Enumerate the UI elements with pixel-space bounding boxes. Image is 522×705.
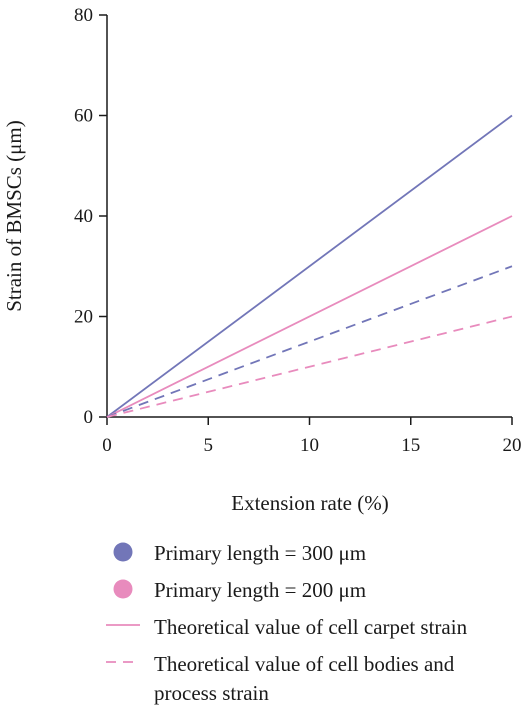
series-line-300-dashed — [106, 265, 513, 418]
x-tick-label: 5 — [204, 435, 214, 456]
x-tick-label: 10 — [300, 435, 319, 456]
series-line-200-dashed — [106, 315, 513, 418]
legend-label: Primary length = 300 μm — [154, 541, 366, 565]
x-tick-label: 15 — [401, 435, 420, 456]
axes: 0 20 40 60 80 0 5 10 15 20 — [74, 5, 522, 456]
series-line-200-solid — [106, 215, 513, 418]
series-line-300-solid — [106, 114, 513, 418]
legend-marker-circle — [113, 542, 133, 562]
y-tick-label: 60 — [74, 106, 93, 127]
x-tick-label: 20 — [503, 435, 522, 456]
legend-item: Theoretical value of cell bodies and proc… — [106, 652, 455, 705]
legend-item: Primary length = 300 μm — [113, 541, 366, 565]
legend-marker-circle — [113, 579, 133, 599]
y-tick-label: 20 — [74, 307, 93, 328]
legend-label: Theoretical value of cell bodies and — [154, 652, 455, 676]
legend-item: Primary length = 200 μm — [113, 578, 366, 602]
legend-label: Primary length = 200 μm — [154, 578, 366, 602]
y-tick-label: 40 — [74, 206, 93, 227]
y-axis-title: Strain of BMSCs (μm) — [2, 120, 26, 312]
legend-label: process strain — [154, 681, 269, 705]
legend-label: Theoretical value of cell carpet strain — [154, 615, 468, 639]
legend-item: Theoretical value of cell carpet strain — [106, 615, 468, 639]
y-tick-label: 80 — [74, 5, 93, 26]
x-tick-label: 0 — [102, 435, 112, 456]
legend: Primary length = 300 μm Primary length = … — [106, 541, 468, 705]
y-tick-label: 0 — [84, 407, 94, 428]
series-layer — [106, 114, 513, 418]
x-axis-title: Extension rate (%) — [231, 491, 388, 515]
